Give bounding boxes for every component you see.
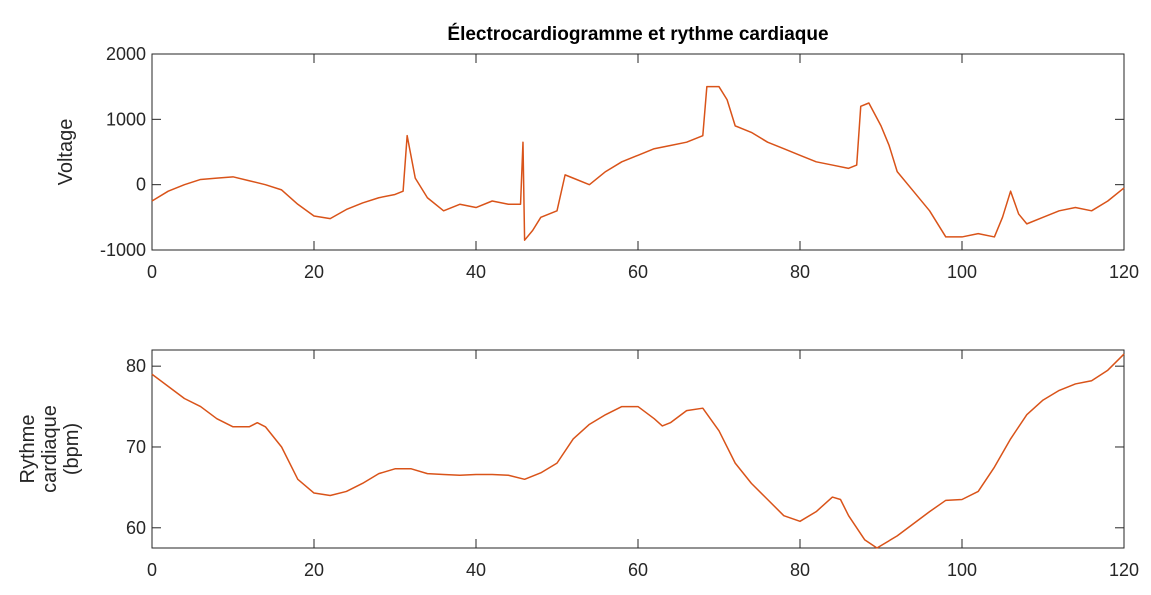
y-tick-label: 70 — [126, 437, 146, 457]
data-line — [151, 85, 1125, 241]
x-tick-label: 120 — [1109, 262, 1139, 282]
x-tick-label: 20 — [304, 262, 324, 282]
x-tick-label: 100 — [947, 262, 977, 282]
y-tick-label: 1000 — [106, 109, 146, 129]
y-axis-label: Rythme — [17, 415, 39, 484]
y-axis-label: (bpm) — [61, 423, 83, 475]
x-tick-label: 80 — [790, 262, 810, 282]
y-tick-label: -1000 — [100, 240, 146, 260]
y-axis-label: Voltage — [55, 119, 77, 186]
y-axis-label: cardiaque — [39, 405, 61, 493]
x-tick-label: 60 — [628, 262, 648, 282]
x-tick-label: 80 — [790, 560, 810, 580]
y-tick-label: 60 — [126, 518, 146, 538]
x-tick-label: 40 — [466, 262, 486, 282]
y-tick-label: 0 — [136, 175, 146, 195]
y-tick-label: 80 — [126, 356, 146, 376]
x-tick-label: 60 — [628, 560, 648, 580]
x-tick-label: 40 — [466, 560, 486, 580]
chart-title: Électrocardiogramme et rythme cardiaque — [447, 23, 828, 45]
x-tick-label: 100 — [947, 560, 977, 580]
x-tick-label: 20 — [304, 560, 324, 580]
x-tick-label: 120 — [1109, 560, 1139, 580]
x-tick-label: 0 — [147, 262, 157, 282]
y-tick-label: 2000 — [106, 44, 146, 64]
x-tick-label: 0 — [147, 560, 157, 580]
data-line — [151, 353, 1125, 549]
